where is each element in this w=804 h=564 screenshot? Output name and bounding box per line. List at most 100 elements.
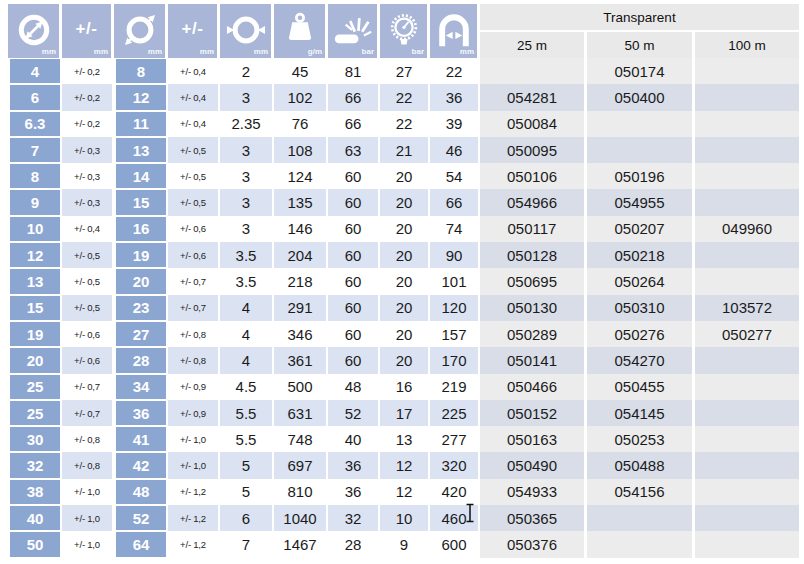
part-number-100m <box>695 268 799 294</box>
burst-pressure-value: 60 <box>328 321 380 347</box>
part-number-50m: 050455 <box>587 374 695 400</box>
weight-value: 135 <box>274 189 328 215</box>
inner-diameter-value: 6.3 <box>10 112 60 136</box>
part-number-50m: 050310 <box>587 295 695 321</box>
part-number-25m: 050117 <box>480 216 587 242</box>
col-header-25m: 25 m <box>480 32 587 58</box>
outer-diameter-cell: 19 <box>114 242 168 268</box>
wall-thickness-value: 6 <box>220 505 274 531</box>
outer-diameter-value: 34 <box>116 375 166 399</box>
part-number-25m: 054281 <box>480 84 587 110</box>
unit-label: bar <box>362 48 374 56</box>
part-number-25m: 050289 <box>480 321 587 347</box>
outer-diameter-cell: 20 <box>114 268 168 294</box>
table-row: 25 +/- 0,7 34 +/- 0,9 4.5 500 48 16 219 … <box>8 374 799 400</box>
table-row: 19 +/- 0,6 27 +/- 0,8 4 346 60 20 157 05… <box>8 321 799 347</box>
bend-radius-icon <box>434 10 474 50</box>
outer-diameter-cell: 42 <box>114 452 168 478</box>
inner-diameter-tolerance: +/- 0,2 <box>62 111 114 137</box>
outer-diameter-tolerance: +/- 0,8 <box>168 347 220 373</box>
spec-table: mm +/- mm mm +/- mm <box>8 4 799 558</box>
outer-diameter-cell: 12 <box>114 84 168 110</box>
part-number-100m <box>695 400 799 426</box>
burst-pressure-value: 60 <box>328 347 380 373</box>
inner-diameter-tolerance: +/- 0,5 <box>62 242 114 268</box>
outer-diameter-tolerance: +/- 1,0 <box>168 426 220 452</box>
inner-diameter-tolerance: +/- 1,0 <box>62 479 114 505</box>
outer-diameter-tolerance: +/- 0,6 <box>168 242 220 268</box>
part-number-25m: 050152 <box>480 400 587 426</box>
col-header-100m: 100 m <box>695 32 799 58</box>
working-pressure-value: 12 <box>380 452 430 478</box>
part-number-50m: 050196 <box>587 163 695 189</box>
table-row: 20 +/- 0,6 28 +/- 0,8 4 361 60 20 170 05… <box>8 347 799 373</box>
unit-label: bar <box>412 48 424 56</box>
outer-diameter-cell: 14 <box>114 163 168 189</box>
outer-diameter-cell: 36 <box>114 400 168 426</box>
burst-pressure-value: 36 <box>328 479 380 505</box>
outer-diameter-cell: 11 <box>114 111 168 137</box>
inner-diameter-tolerance: +/- 0,5 <box>62 268 114 294</box>
wall-thickness-value: 4 <box>220 321 274 347</box>
inner-diameter-cell: 13 <box>8 268 62 294</box>
working-pressure-value: 27 <box>380 58 430 84</box>
outer-diameter-cell: 8 <box>114 58 168 84</box>
weight-value: 697 <box>274 452 328 478</box>
outer-diameter-value: 64 <box>116 532 166 556</box>
weight-value: 631 <box>274 400 328 426</box>
part-number-100m: 103572 <box>695 295 799 321</box>
weight-value: 218 <box>274 268 328 294</box>
outer-diameter-tolerance: +/- 1,0 <box>168 452 220 478</box>
inner-diameter-tolerance: +/- 1,0 <box>62 531 114 557</box>
table-body: 4 +/- 0,2 8 +/- 0,4 2 45 81 27 22 050174… <box>8 58 799 558</box>
outer-diameter-value: 36 <box>116 401 166 425</box>
bend-radius-value: 320 <box>430 452 480 478</box>
wall-thickness-value: 3 <box>220 137 274 163</box>
outer-diameter-tolerance: +/- 0,4 <box>168 111 220 137</box>
part-number-50m: 050264 <box>587 268 695 294</box>
part-number-100m <box>695 111 799 137</box>
inner-diameter-value: 10 <box>10 217 60 241</box>
inner-diameter-value: 4 <box>10 59 60 83</box>
inner-diameter-cell: 6 <box>8 84 62 110</box>
part-number-100m <box>695 189 799 215</box>
working-pressure-value: 20 <box>380 216 430 242</box>
bend-radius-value: 101 <box>430 268 480 294</box>
burst-pressure-value: 28 <box>328 531 380 557</box>
burst-pressure-value: 60 <box>328 268 380 294</box>
wall-thickness-value: 3.5 <box>220 268 274 294</box>
weight-value: 1467 <box>274 531 328 557</box>
col-header-inner-diameter: mm <box>8 4 62 58</box>
working-pressure-value: 20 <box>380 189 430 215</box>
part-number-25m: 050490 <box>480 452 587 478</box>
unit-label: mm <box>254 48 268 56</box>
inner-diameter-value: 12 <box>10 243 60 267</box>
part-number-50m <box>587 111 695 137</box>
outer-diameter-tolerance: +/- 1,2 <box>168 479 220 505</box>
weight-value: 748 <box>274 426 328 452</box>
working-pressure-value: 9 <box>380 531 430 557</box>
outer-diameter-cell: 15 <box>114 189 168 215</box>
outer-diameter-tolerance: +/- 0,8 <box>168 321 220 347</box>
part-number-100m <box>695 426 799 452</box>
burst-pressure-value: 40 <box>328 426 380 452</box>
col-header-outer-diameter: mm <box>114 4 168 58</box>
inner-diameter-icon <box>14 10 54 50</box>
table-row: 30 +/- 0,8 41 +/- 1,0 5.5 748 40 13 277 … <box>8 426 799 452</box>
col-header-inner-diameter-tolerance: +/- mm <box>62 4 114 58</box>
weight-value: 346 <box>274 321 328 347</box>
outer-diameter-tolerance: +/- 0,4 <box>168 58 220 84</box>
bend-radius-value: 219 <box>430 374 480 400</box>
table-row: 12 +/- 0,5 19 +/- 0,6 3.5 204 60 20 90 0… <box>8 242 799 268</box>
inner-diameter-cell: 40 <box>8 505 62 531</box>
part-number-25m: 050163 <box>480 426 587 452</box>
burst-pressure-value: 63 <box>328 137 380 163</box>
wall-thickness-value: 3 <box>220 84 274 110</box>
burst-pressure-icon <box>333 10 373 50</box>
table-row: 10 +/- 0,4 16 +/- 0,6 3 146 60 20 74 050… <box>8 216 799 242</box>
inner-diameter-cell: 25 <box>8 374 62 400</box>
outer-diameter-value: 16 <box>116 217 166 241</box>
bend-radius-value: 39 <box>430 111 480 137</box>
part-number-50m: 050253 <box>587 426 695 452</box>
inner-diameter-value: 20 <box>10 348 60 372</box>
